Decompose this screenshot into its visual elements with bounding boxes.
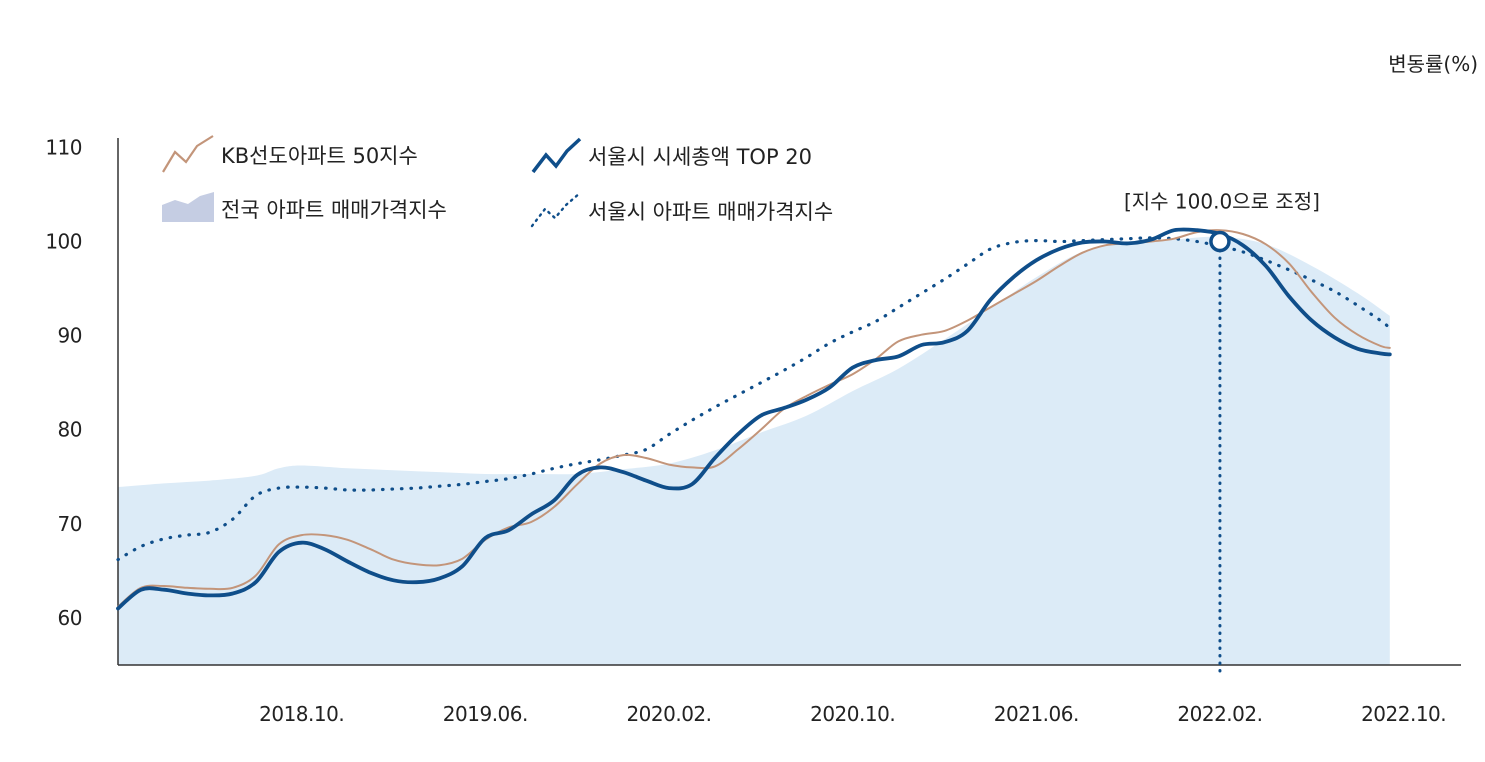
y-tick-label: 70: [58, 512, 82, 536]
legend-swatch-kb50: [162, 135, 214, 173]
series-lines-layer: [116, 227, 1392, 611]
legend-swatch-top20: [531, 137, 582, 174]
national-index-area-layer: [118, 236, 1390, 666]
line-series-0: [117, 229, 1391, 608]
x-tick-label: 2020.02.: [626, 702, 711, 726]
legend-swatch-national: [162, 192, 214, 222]
line-series-1: [116, 227, 1392, 611]
legend-item-top20: 서울시 시세총액 TOP 20: [531, 137, 812, 174]
x-tick-label: 2018.10.: [259, 702, 344, 726]
x-tick-label: 2022.02.: [1177, 702, 1262, 726]
legend: KB선도아파트 50지수 전국 아파트 매매가격지수 서울시 시세총액 TOP …: [162, 135, 833, 228]
legend-item-kb50: KB선도아파트 50지수: [162, 135, 418, 173]
legend-item-seoul-index: 서울시 아파트 매매가격지수: [530, 191, 833, 228]
x-tick-label: 2019.06.: [443, 702, 528, 726]
y-tick-label: 100: [45, 230, 82, 254]
y-tick-label: 60: [58, 606, 82, 630]
y-tick-label: 80: [58, 418, 82, 442]
unit-label: 변동률(%): [1388, 52, 1478, 76]
annotation-marker: [1209, 230, 1231, 253]
annotation-layer: [지수 100.0으로 조정]: [1124, 190, 1320, 673]
x-tick-label: 2021.06.: [994, 702, 1079, 726]
legend-label-national: 전국 아파트 매매가격지수: [221, 198, 447, 222]
legend-label-top20: 서울시 시세총액 TOP 20: [588, 145, 812, 169]
x-tick-labels: 2018.10. 2019.06. 2020.02. 2020.10. 2021.06.…: [259, 702, 1447, 726]
legend-swatch-seoul-index: [530, 191, 582, 228]
x-tick-label: 2020.10.: [810, 702, 895, 726]
y-tick-label: 90: [58, 324, 82, 348]
area-national-index: [118, 236, 1390, 666]
legend-label-kb50: KB선도아파트 50지수: [221, 144, 418, 168]
y-tick-labels: 60 70 80 90 100 110: [45, 135, 82, 630]
line-series-2: [116, 236, 1392, 562]
x-tick-label: 2022.10.: [1361, 702, 1446, 726]
y-tick-label: 110: [45, 135, 82, 159]
legend-label-seoul-index: 서울시 아파트 매매가격지수: [588, 200, 833, 224]
legend-item-national: 전국 아파트 매매가격지수: [162, 192, 447, 222]
annotation-label: [지수 100.0으로 조정]: [1124, 190, 1320, 214]
